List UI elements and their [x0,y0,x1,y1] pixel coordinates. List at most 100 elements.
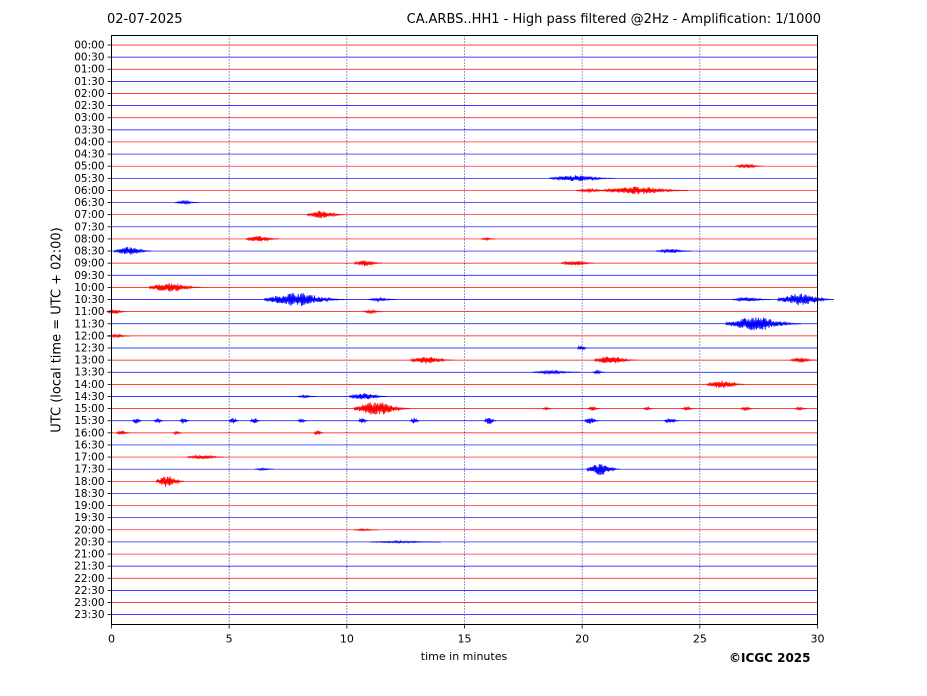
y-tick-label: 03:30 [74,124,104,136]
seismic-event [664,418,679,424]
y-tick-label: 17:00 [74,452,104,464]
y-tick-label: 13:00 [74,355,104,367]
x-tick-label: 0 [108,633,115,646]
seismic-event [593,356,637,364]
seismic-event [264,292,345,307]
seismic-event [777,293,835,306]
seismic-event [358,417,369,424]
y-tick-label: 04:30 [74,149,104,161]
y-tick-label: 20:00 [74,524,104,536]
seismic-event [548,175,616,182]
x-tick-label: 30 [811,633,825,646]
seismic-event [306,210,345,219]
seismic-event [734,163,764,169]
seismic-event [313,430,324,436]
seismic-event [179,418,190,424]
y-tick-label: 08:30 [74,246,104,258]
x-tick-label: 5 [226,633,233,646]
y-tick-label: 02:30 [74,100,104,112]
seismic-event [148,282,202,292]
seismic-event [576,187,612,194]
y-tick-label: 19:00 [74,500,104,512]
seismic-event [592,369,605,375]
seismic-event [740,406,753,412]
copyright-label: ©ICGC 2025 [729,651,811,665]
seismic-event [541,406,552,411]
seismic-event [367,296,397,303]
x-tick-label: 10 [340,633,354,646]
seismic-event [480,236,496,242]
y-tick-label: 15:00 [74,403,104,415]
y-tick-label: 07:00 [74,209,104,221]
seismic-event [587,405,600,412]
seismic-event [656,248,692,254]
seismic-event [132,418,143,424]
seismic-event [484,417,497,425]
seismic-event [363,309,383,315]
seismic-event [186,454,225,460]
y-tick-label: 10:00 [74,282,104,294]
time-gridlines [228,35,701,625]
y-tick-label: 19:30 [74,512,104,524]
seismic-event [245,236,279,242]
seismic-event [155,476,185,487]
seismic-event [577,345,587,351]
x-tick-label: 25 [693,633,707,646]
seismic-event [410,356,453,364]
y-tick-label: 09:00 [74,258,104,270]
seismic-event [410,417,420,424]
y-tick-label: 14:00 [74,379,104,391]
y-tick-label: 17:30 [74,464,104,476]
seismic-event [113,247,152,255]
y-tick-label: 00:30 [74,52,104,64]
y-tick-label: 13:30 [74,367,104,379]
seismic-event [106,309,126,315]
date-label: 02-07-2025 [107,12,183,27]
y-tick-label: 04:00 [74,136,104,148]
y-tick-label: 14:30 [74,391,104,403]
y-tick-label: 02:00 [74,88,104,100]
seismic-event [790,357,817,363]
seismic-event [297,394,317,399]
y-axis: 00:0000:3001:0001:3002:0002:3003:0003:30… [74,40,112,621]
seismic-event [725,317,802,331]
chart-title: CA.ARBS..HH1 - High pass filtered @2Hz -… [406,12,821,27]
seismic-event [174,199,199,206]
seismic-event [560,260,594,266]
y-tick-label: 05:30 [74,173,104,185]
seismic-event [228,417,239,424]
x-tick-label: 15 [458,633,472,646]
seismic-event [532,369,580,375]
seismic-event [153,418,164,424]
seismic-event [353,528,378,532]
y-tick-label: 07:30 [74,221,104,233]
y-tick-label: 01:00 [74,64,104,76]
seismic-traces [106,44,835,615]
y-tick-label: 01:30 [74,76,104,88]
y-tick-label: 03:00 [74,112,104,124]
y-tick-label: 11:30 [74,318,104,330]
y-tick-label: 12:30 [74,343,104,355]
seismic-event [794,406,807,411]
y-tick-label: 23:30 [74,609,104,621]
y-tick-label: 16:30 [74,439,104,451]
y-tick-label: 23:00 [74,597,104,609]
seismic-event [115,430,131,436]
seismic-event [348,393,387,400]
seismic-event [353,260,383,267]
seismic-event [706,380,745,389]
y-tick-label: 09:30 [74,270,104,282]
y-tick-label: 08:00 [74,233,104,245]
seismic-event [297,417,307,424]
y-tick-label: 15:30 [74,415,104,427]
y-tick-label: 18:00 [74,476,104,488]
x-tick-label: 20 [575,633,589,646]
y-tick-label: 20:30 [74,536,104,548]
seismic-event [172,430,183,436]
x-axis: 0 5 10 15 20 25 30 [108,624,825,646]
y-tick-label: 22:00 [74,573,104,585]
y-tick-label: 21:30 [74,561,104,573]
y-tick-label: 05:00 [74,161,104,173]
x-axis-label: time in minutes [420,650,508,663]
